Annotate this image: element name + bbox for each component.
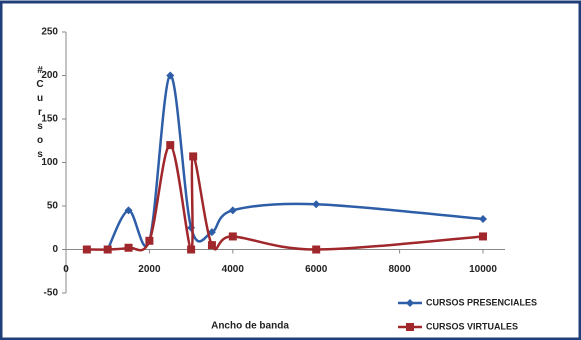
y-tick-label: 250 bbox=[41, 27, 58, 38]
y-tick-label: 150 bbox=[41, 114, 58, 125]
point bbox=[479, 232, 487, 241]
y-tick-label: -50 bbox=[44, 288, 59, 299]
legend-label: CURSOS PRESENCIALES bbox=[426, 297, 537, 307]
x-axis-label: Ancho de banda bbox=[211, 321, 289, 332]
x-tick-label: 10000 bbox=[469, 264, 497, 275]
point bbox=[166, 141, 175, 150]
point bbox=[228, 206, 237, 215]
legend-marker bbox=[406, 299, 414, 307]
point bbox=[479, 215, 487, 224]
point bbox=[166, 71, 175, 80]
y-tick-label: 100 bbox=[41, 157, 58, 168]
point bbox=[189, 152, 198, 161]
legend-marker bbox=[406, 323, 414, 331]
point bbox=[103, 245, 112, 254]
x-tick-label: 2000 bbox=[138, 264, 161, 275]
point bbox=[124, 243, 133, 252]
y-tick-label: 0 bbox=[52, 244, 58, 255]
x-tick-label: 6000 bbox=[305, 264, 328, 275]
series-line bbox=[106, 74, 484, 251]
point bbox=[312, 245, 321, 254]
point bbox=[145, 236, 154, 245]
x-tick-label: 8000 bbox=[388, 264, 411, 275]
x-tick-label: 0 bbox=[63, 264, 69, 275]
legend-label: CURSOS VIRTUALES bbox=[426, 321, 518, 331]
point bbox=[82, 245, 91, 254]
y-tick-label: 200 bbox=[41, 70, 58, 81]
point bbox=[228, 232, 237, 241]
point bbox=[124, 206, 133, 215]
y-tick-label: 50 bbox=[47, 201, 59, 212]
point bbox=[207, 241, 216, 250]
point bbox=[312, 200, 321, 209]
x-tick-label: 4000 bbox=[222, 264, 245, 275]
point bbox=[187, 245, 196, 254]
